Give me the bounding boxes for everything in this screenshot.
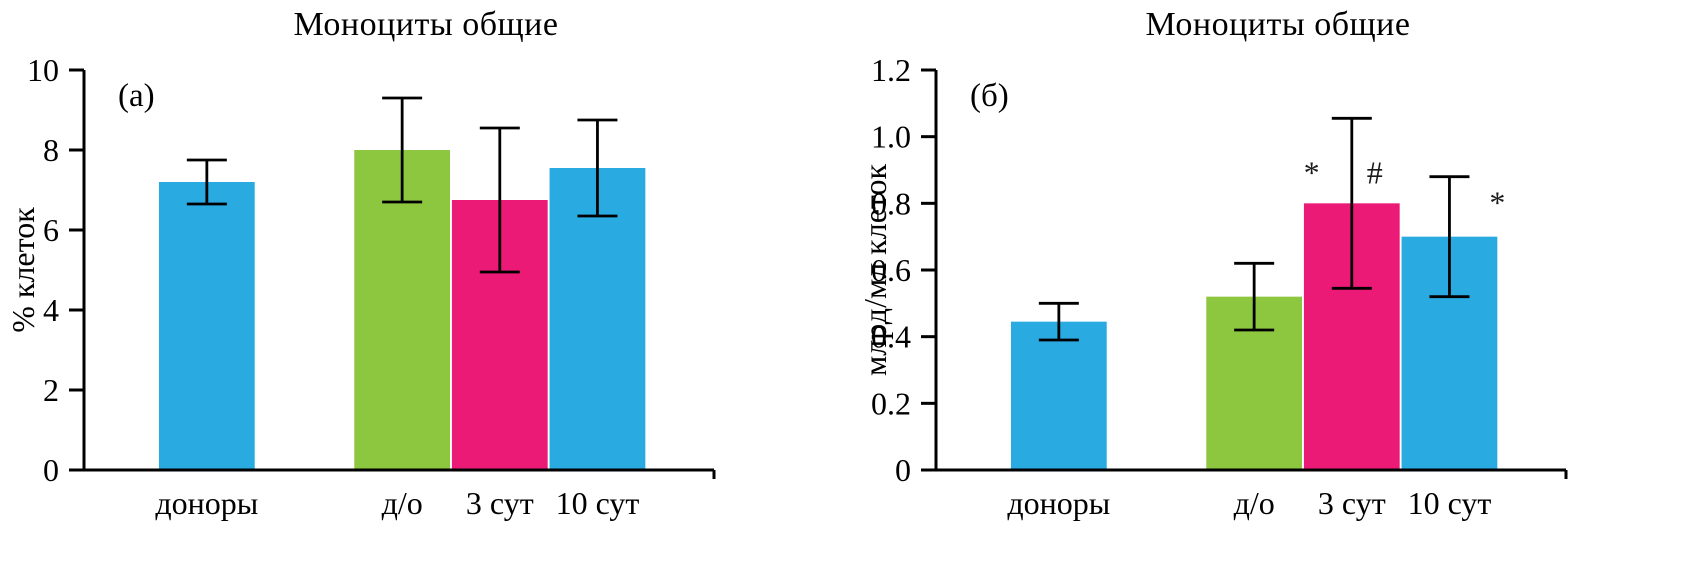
chart-title: Моноциты общие [1145,6,1411,43]
error-bar-0 [186,158,227,206]
x-tick-label: д/о [382,485,423,521]
error-bar-0 [1038,301,1079,342]
y-axis-title: млрд/мл клеток [857,164,893,376]
x-tick-label: 10 сут [1408,485,1492,521]
y-tick-label: 2 [43,372,59,408]
chart-panel-a: Моноциты общие 0 2 4 6 8 10 доноры д/о 3 сут 10 с… [5,6,716,521]
x-tick-label: доноры [1007,485,1110,521]
chart-title: Моноциты общие [293,6,559,43]
bar-0 [1010,321,1107,470]
bar-3 [549,168,646,470]
y-tick-label: 0.6 [871,252,911,288]
chart-plot-b: 0 0.2 0.4 0.6 0.8 1.0 1.2 доноры д/о 3 сут 10 сут м… [857,52,1568,521]
chart-panel-b: Моноциты общие 0 0.2 0.4 0.6 0.8 1.0 1.2 доноры… [852,0,1704,581]
y-tick-label: 1.2 [871,52,911,88]
y-tick-label: 0.8 [871,185,911,221]
error-bar-3 [577,118,618,218]
x-tick-label: д/о [1234,485,1275,521]
y-tick-label: 1.0 [871,119,911,155]
x-tick-label: 3 сут [466,485,534,521]
x-tick-label: доноры [155,485,258,521]
bar-0 [158,182,255,470]
error-bar-2 [1331,116,1372,290]
significance-marker: # [1367,154,1383,190]
error-bar-1 [382,96,423,204]
error-bar-1 [1234,261,1275,332]
significance-marker: * [1489,184,1505,220]
error-bar-3 [1429,175,1470,299]
y-axis-title: % клеток [5,207,41,333]
y-tick-label: 0 [895,452,911,488]
y-tick-label: 0 [43,452,59,488]
panel-label: (а) [118,78,155,114]
panel-label: (б) [970,78,1009,114]
y-tick-label: 6 [43,212,59,248]
x-tick-label: 10 сут [556,485,640,521]
y-tick-label: 8 [43,132,59,168]
significance-marker: * [1304,154,1320,190]
y-tick-label: 10 [27,52,59,88]
error-bar-2 [479,126,520,274]
y-tick-label: 4 [43,292,59,328]
x-tick-label: 3 сут [1318,485,1386,521]
chart-plot-a: 0 2 4 6 8 10 доноры д/о 3 сут 10 сут % клеток (а) [5,52,716,521]
y-tick-label: 0.4 [871,319,911,355]
y-tick-label: 0.2 [871,385,911,421]
